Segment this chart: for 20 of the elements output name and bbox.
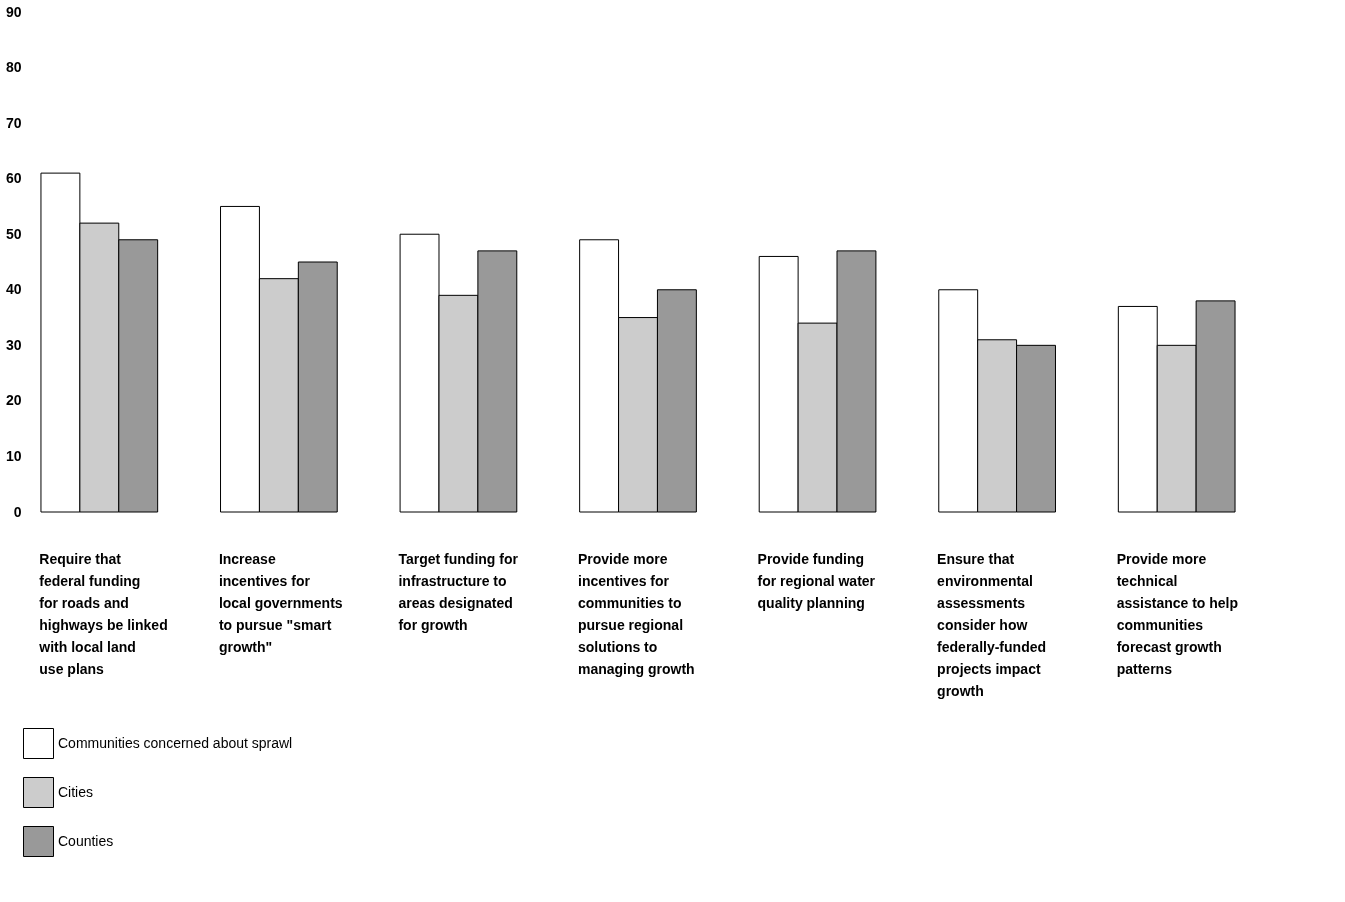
legend-label: Cities bbox=[58, 783, 94, 800]
x-tick-label: Provide more technical assistance to help communities forecast growth patterns bbox=[1116, 550, 1239, 677]
x-tick-label: Target funding for infrastructure to areas designated for growth bbox=[398, 550, 519, 633]
y-tick-label: 90 bbox=[5, 3, 22, 20]
y-tick-label: 70 bbox=[5, 114, 22, 131]
y-tick-label: 10 bbox=[5, 447, 22, 464]
x-tick-label: Ensure that environmental assessments consider how federally-funded projects impact growth bbox=[937, 550, 1047, 699]
x-tick-label: Provide funding for regional water quality planning bbox=[757, 550, 876, 611]
y-tick-label: 50 bbox=[5, 225, 22, 242]
y-tick-label: 40 bbox=[5, 281, 22, 298]
y-tick-label: 80 bbox=[5, 59, 22, 76]
y-tick-label: 20 bbox=[5, 392, 22, 409]
x-tick-label: Provide more incentives for communities to pursue regional solutions to managing growth bbox=[578, 550, 695, 677]
y-tick-label: 0 bbox=[13, 503, 22, 520]
legend-label: Communities concerned about sprawl bbox=[58, 734, 293, 751]
x-tick-label: Require that federal funding for roads and highways be linked with local land use plans bbox=[38, 550, 168, 677]
x-tick-label: Increase incentives for local governments to pursue "smart growth" bbox=[218, 550, 343, 655]
y-tick-label: 30 bbox=[5, 336, 22, 353]
legend-label: Counties bbox=[58, 832, 114, 849]
y-tick-label: 60 bbox=[5, 170, 22, 187]
